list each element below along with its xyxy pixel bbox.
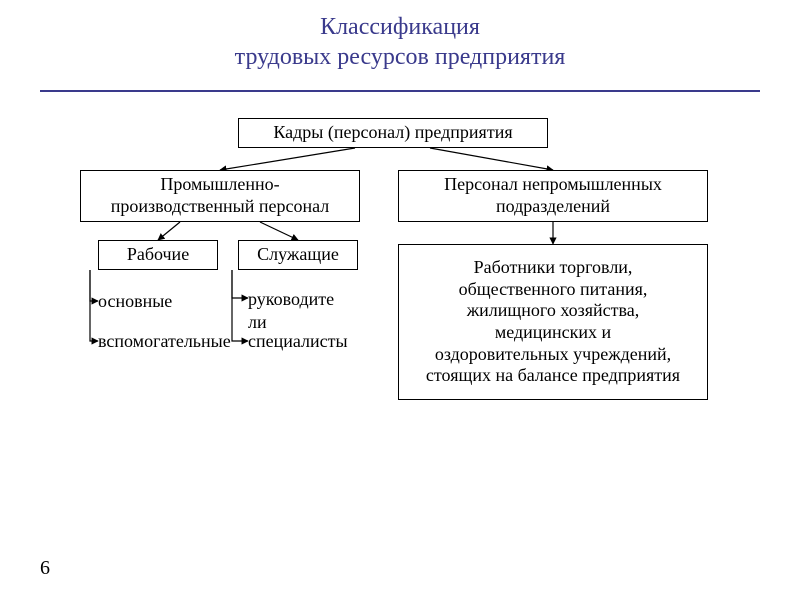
edge-workers-w_main [90,270,98,301]
title-line-1: Классификация [320,14,480,40]
node-root: Кадры (персонал) предприятия [238,118,548,148]
node-workers: Рабочие [98,240,218,270]
node-w_aux: вспомогательные [98,330,258,352]
node-ind: Промышленно-производственный персонал [80,170,360,222]
slide-title: Классификация трудовых ресурсов предприя… [0,12,800,72]
edge-root-ind [220,148,355,170]
node-w_main: основные [98,290,238,312]
node-e_spec: специалисты [248,330,388,352]
title-line-2: трудовых ресурсов предприятия [235,44,566,70]
slide-stage: Классификация трудовых ресурсов предприя… [0,0,800,600]
edge-ind-employees [260,222,298,240]
node-desc: Работники торговли,общественного питания… [398,244,708,400]
edge-root-nonind [430,148,553,170]
node-employees: Служащие [238,240,358,270]
title-rule [40,90,760,92]
edge-ind-workers [158,222,180,240]
page-number: 6 [40,557,50,580]
edge-workers-w_aux [90,270,98,341]
node-e_mgr: руководители [248,288,378,328]
node-nonind: Персонал непромышленныхподразделений [398,170,708,222]
